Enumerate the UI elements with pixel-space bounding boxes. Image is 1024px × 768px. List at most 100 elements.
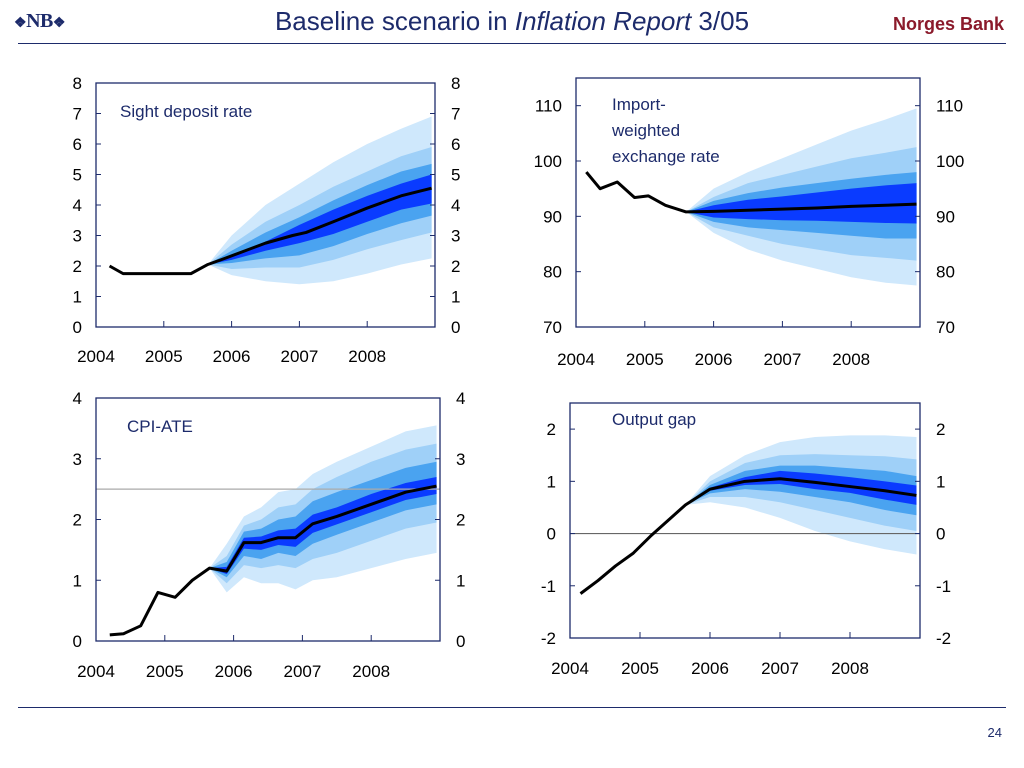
y-tick-label-left: 110 [535,97,562,116]
y-tick-label-left: 2 [73,511,82,530]
title-italic: Inflation Report [514,6,692,36]
y-tick-label-left: 1 [73,288,82,307]
chart-title: CPI-ATE [127,417,193,436]
page-number: 24 [987,725,1002,740]
x-tick-label: 2006 [691,659,729,678]
y-tick-label-right: 7 [451,105,460,124]
y-tick-label-right: 1 [456,571,465,590]
x-tick-label: 2008 [348,347,386,366]
y-tick-label-left: 2 [547,420,556,439]
fan-band-4 [207,174,432,265]
y-tick-label-right: 5 [451,166,460,185]
x-tick-label: 2004 [77,347,115,366]
y-tick-label-left: -1 [541,577,556,596]
chart-title: Output gap [612,410,696,429]
y-tick-label-left: 4 [73,389,82,408]
plot-area [108,116,432,285]
y-tick-label-left: 2 [73,257,82,276]
logo-text: NB [26,10,53,32]
x-tick-label: 2008 [831,659,869,678]
x-tick-label: 2008 [832,350,870,369]
chart-panel-2: 70 70 80 80 90 90 100 100 110 110 2004 2005 2006 2007… [534,77,964,369]
y-tick-label-left: 3 [73,227,82,246]
x-tick-label: 2004 [557,350,595,369]
page-title: Baseline scenario in Inflation Report 3/… [0,6,1024,37]
y-tick-label-left: 90 [543,207,562,226]
chart-panel-1: 0 0 1 1 2 2 3 3 4 4 5 5 6 6 7 7 8 8 2004 2005 2006 2007 2008 Si… [73,74,461,366]
fan-band-3 [207,163,432,265]
x-tick-label: 2004 [77,662,115,681]
y-tick-label-right: 80 [936,263,955,282]
chart-panel-4: -2 -2 -1 -1 0 0 1 1 2 2 2004 2005 2006 2007 2008 Output… [541,402,951,678]
y-tick-label-right: 4 [456,389,465,408]
plot-frame [575,77,921,328]
brand-name: Norges Bank [892,14,1004,34]
x-tick-label: 2006 [215,662,253,681]
y-tick-label-right: 90 [936,207,955,226]
y-tick-label-right: 2 [456,511,465,530]
y-tick-label-right: 3 [451,227,460,246]
x-tick-label: 2005 [145,347,183,366]
y-tick-label-right: 4 [451,196,460,215]
plot-frame [569,402,921,639]
y-tick-label-left: 0 [73,318,82,337]
plot-area [96,425,440,637]
y-tick-label-left: 0 [73,632,82,651]
fan-band-4 [685,470,917,505]
y-tick-label-left: 70 [543,318,562,337]
y-tick-label-left: 7 [73,105,82,124]
median-line [585,171,917,214]
x-tick-label: 2008 [352,662,390,681]
y-tick-label-right: 0 [451,318,460,337]
y-tick-label-right: 110 [936,97,963,116]
y-tick-label-left: 4 [73,196,82,215]
y-tick-label-right: 0 [456,632,465,651]
y-tick-label-left: 80 [543,263,562,282]
chart-panel-3: 0 0 1 1 2 2 3 3 4 4 2004 2005 2006 2007 2008 CPI-ATE [73,389,466,681]
median-line [108,186,432,276]
y-tick-label-right: 100 [936,152,964,171]
x-tick-label: 2007 [761,659,799,678]
y-tick-label-right: 1 [936,472,945,491]
y-tick-label-left: 8 [73,74,82,93]
y-tick-label-left: 6 [73,135,82,154]
footer-rule [18,707,1006,708]
y-tick-label-right: 70 [936,318,955,337]
norges-bank-logo: ❖NB❖ [14,10,65,33]
x-tick-label: 2006 [213,347,251,366]
y-tick-label-left: 1 [547,472,556,491]
x-tick-label: 2006 [695,350,733,369]
y-tick-label-left: 5 [73,166,82,185]
y-tick-label-right: 3 [456,450,465,469]
x-tick-label: 2007 [763,350,801,369]
y-tick-label-left: -2 [541,629,556,648]
chart-title: Sight deposit rate [120,102,252,121]
title-prefix: Baseline scenario in [274,6,515,36]
x-tick-label: 2005 [626,350,664,369]
y-tick-label-left: 0 [547,525,556,544]
plot-area [585,108,917,286]
plot-area [570,435,920,595]
x-tick-label: 2005 [621,659,659,678]
y-tick-label-right: 0 [936,525,945,544]
chart-title: weighted [611,121,680,140]
y-tick-label-left: 1 [73,571,82,590]
x-tick-label: 2007 [283,662,321,681]
title-suffix: 3/05 [691,6,750,36]
x-tick-label: 2004 [551,659,589,678]
y-tick-label-right: 6 [451,135,460,154]
chart-title: exchange rate [612,147,720,166]
x-tick-label: 2007 [280,347,318,366]
y-tick-label-left: 3 [73,450,82,469]
y-tick-label-right: -1 [936,577,951,596]
y-tick-label-left: 100 [534,152,562,171]
fan-band-4 [686,183,917,224]
y-tick-label-right: -2 [936,629,951,648]
logo-ornament-left-icon: ❖ [14,16,27,31]
median-line [109,484,437,637]
y-tick-label-right: 2 [451,257,460,276]
y-tick-label-right: 8 [451,74,460,93]
y-tick-label-right: 1 [451,288,460,307]
y-tick-label-right: 2 [936,420,945,439]
